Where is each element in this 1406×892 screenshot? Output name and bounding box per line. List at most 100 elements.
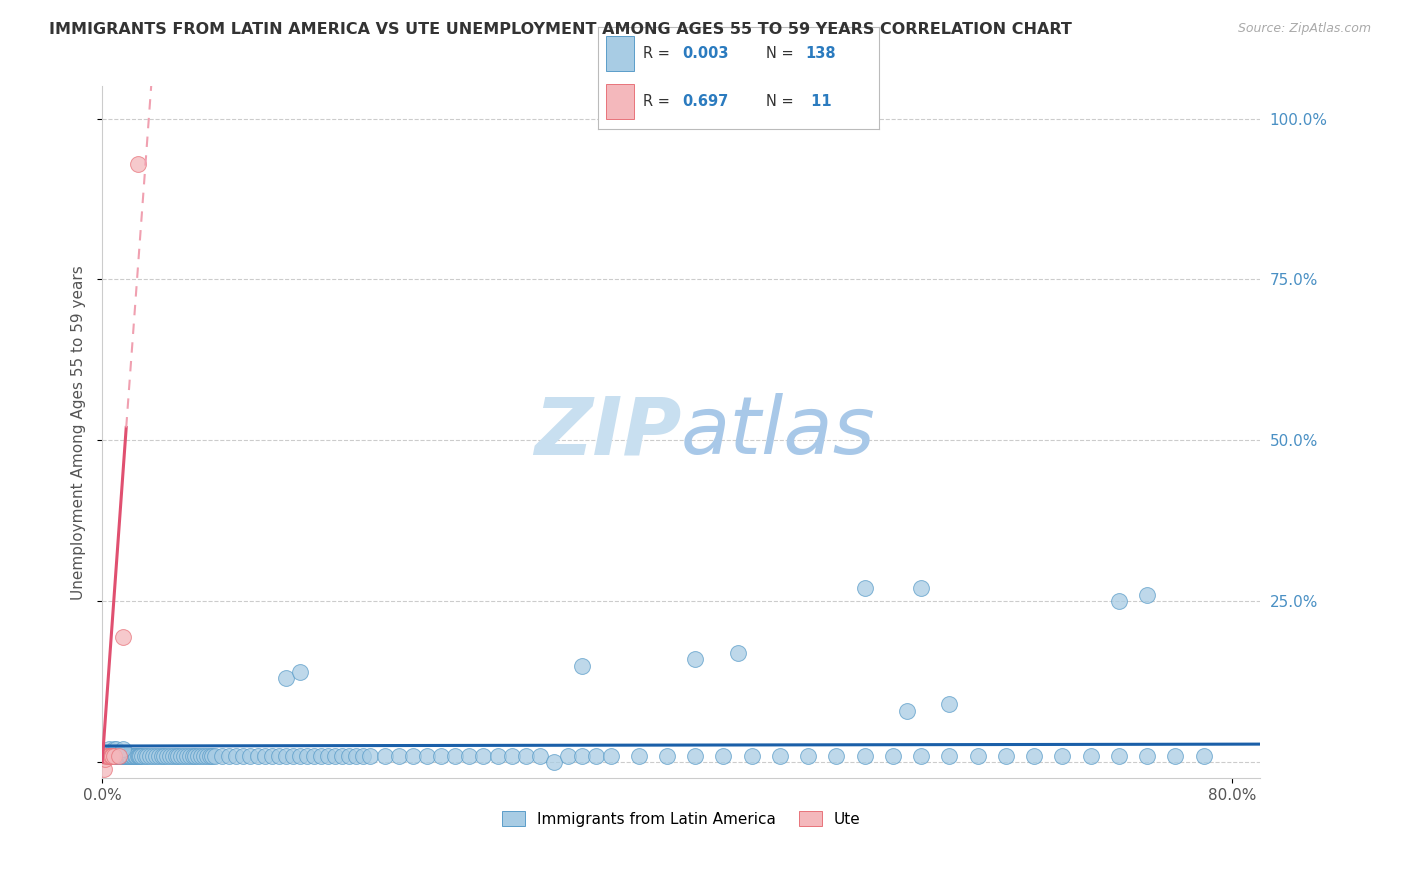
Text: IMMIGRANTS FROM LATIN AMERICA VS UTE UNEMPLOYMENT AMONG AGES 55 TO 59 YEARS CORR: IMMIGRANTS FROM LATIN AMERICA VS UTE UNE… — [49, 22, 1073, 37]
Text: N =: N = — [766, 45, 799, 61]
Point — [472, 748, 495, 763]
Point — [105, 742, 128, 756]
Point — [1192, 748, 1215, 763]
Point — [93, 762, 115, 776]
Point — [388, 748, 411, 763]
Point — [352, 748, 374, 763]
Point — [156, 748, 179, 763]
Point — [896, 704, 918, 718]
Point — [543, 755, 565, 769]
Point — [655, 748, 678, 763]
Point — [127, 748, 149, 763]
Point — [246, 748, 269, 763]
Text: 11: 11 — [806, 95, 831, 109]
Point — [98, 742, 121, 756]
Point — [142, 748, 165, 763]
Point — [96, 748, 118, 763]
Text: R =: R = — [643, 95, 673, 109]
Point — [190, 748, 212, 763]
Y-axis label: Unemployment Among Ages 55 to 59 years: Unemployment Among Ages 55 to 59 years — [72, 265, 86, 599]
Text: 0.697: 0.697 — [682, 95, 728, 109]
Point — [225, 748, 247, 763]
Point — [139, 748, 162, 763]
Point — [184, 748, 207, 763]
Point — [267, 748, 290, 763]
Point — [181, 748, 204, 763]
Point — [882, 748, 904, 763]
Point — [288, 748, 311, 763]
Point — [96, 748, 118, 763]
Point — [105, 748, 128, 763]
Legend: Immigrants from Latin America, Ute: Immigrants from Latin America, Ute — [495, 805, 866, 833]
Point — [683, 748, 706, 763]
Point — [193, 748, 215, 763]
Text: R =: R = — [643, 45, 673, 61]
Point — [173, 748, 195, 763]
Point — [769, 748, 792, 763]
Point — [1136, 748, 1159, 763]
Point — [529, 748, 551, 763]
Point — [295, 748, 318, 763]
Point — [938, 748, 960, 763]
Point — [232, 748, 254, 763]
Point — [281, 748, 304, 763]
Point — [120, 748, 142, 763]
Point — [94, 748, 117, 763]
Point — [330, 748, 353, 763]
Text: 0.003: 0.003 — [682, 45, 728, 61]
Point — [627, 748, 650, 763]
Point — [741, 748, 763, 763]
Point — [585, 748, 607, 763]
Point — [98, 748, 121, 763]
Text: Source: ZipAtlas.com: Source: ZipAtlas.com — [1237, 22, 1371, 36]
Point — [124, 748, 146, 763]
Point — [107, 748, 129, 763]
Point — [218, 748, 240, 763]
Point — [374, 748, 396, 763]
Point — [323, 748, 346, 763]
Point — [302, 748, 325, 763]
Point — [402, 748, 425, 763]
Point — [98, 748, 121, 763]
Point — [179, 748, 201, 763]
Point — [204, 748, 226, 763]
Point — [797, 748, 820, 763]
Point — [118, 748, 141, 763]
Point — [557, 748, 579, 763]
Point — [112, 748, 135, 763]
Point — [910, 748, 932, 763]
Point — [853, 748, 876, 763]
Point — [129, 748, 152, 763]
Point — [1052, 748, 1074, 763]
Point — [198, 748, 221, 763]
Point — [108, 748, 131, 763]
Point — [195, 748, 218, 763]
Point — [1022, 748, 1045, 763]
Point — [162, 748, 184, 763]
Point — [337, 748, 360, 763]
Point — [103, 742, 125, 756]
Text: 138: 138 — [806, 45, 837, 61]
Point — [274, 748, 297, 763]
Point — [117, 748, 139, 763]
Point — [136, 748, 159, 763]
FancyBboxPatch shape — [606, 84, 634, 119]
Point — [260, 748, 283, 763]
Point — [727, 646, 749, 660]
Point — [167, 748, 190, 763]
Point — [360, 748, 382, 763]
Point — [134, 748, 156, 763]
Point — [101, 748, 124, 763]
Point — [571, 658, 593, 673]
Point — [112, 742, 135, 756]
Point — [114, 748, 136, 763]
Point — [115, 748, 138, 763]
Point — [309, 748, 332, 763]
Point — [187, 748, 209, 763]
Point — [104, 748, 127, 763]
Text: atlas: atlas — [681, 393, 876, 471]
Point — [683, 652, 706, 666]
Point — [571, 748, 593, 763]
Text: ZIP: ZIP — [534, 393, 681, 471]
FancyBboxPatch shape — [606, 36, 634, 70]
